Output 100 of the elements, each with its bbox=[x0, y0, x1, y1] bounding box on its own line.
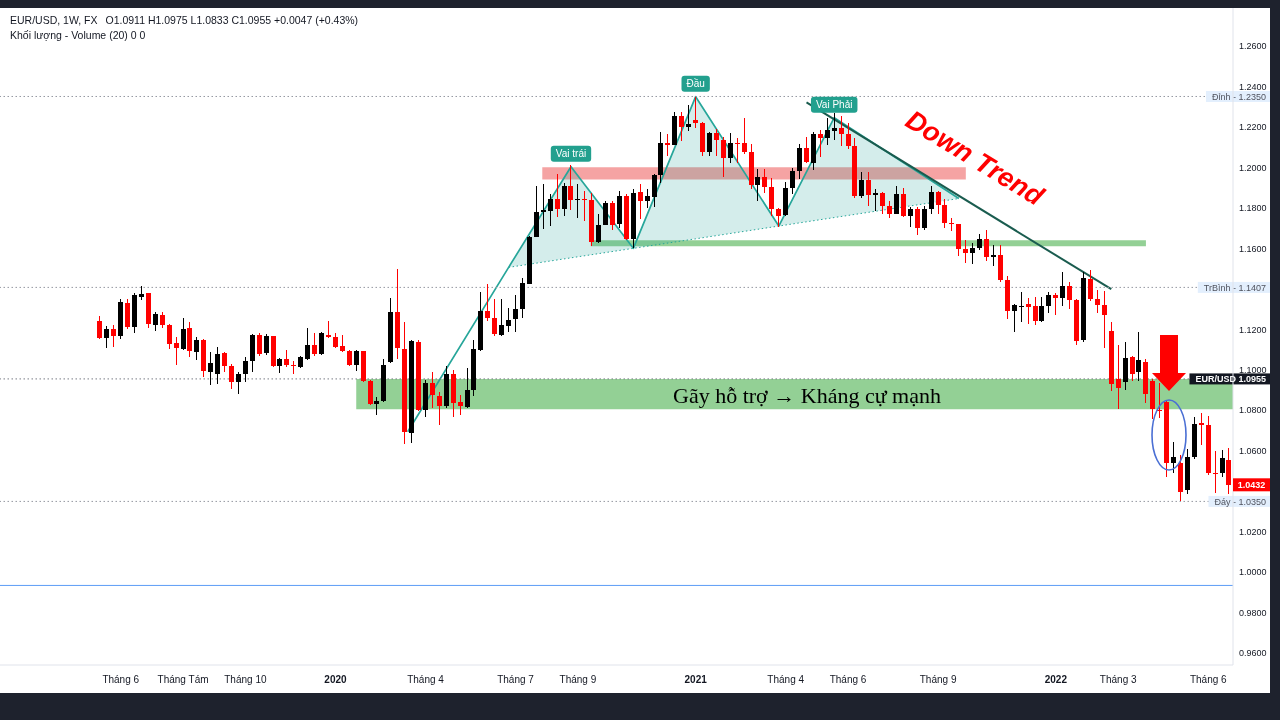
candlestick bbox=[638, 183, 643, 220]
candlestick bbox=[880, 191, 885, 214]
candlestick bbox=[970, 242, 975, 265]
candlestick bbox=[97, 315, 102, 340]
candlestick bbox=[125, 298, 130, 330]
candlestick bbox=[208, 351, 213, 386]
candlestick bbox=[762, 168, 767, 194]
candlestick bbox=[215, 346, 220, 385]
candlestick bbox=[1116, 344, 1121, 410]
candlestick bbox=[1088, 269, 1093, 302]
candlestick bbox=[229, 363, 234, 390]
candlestick bbox=[1046, 291, 1051, 314]
candlestick bbox=[506, 307, 511, 333]
annotation: Đầu bbox=[686, 78, 705, 90]
candlestick bbox=[368, 379, 373, 406]
candlestick bbox=[541, 183, 546, 230]
candlestick bbox=[1039, 296, 1044, 323]
candlestick bbox=[963, 239, 968, 264]
candlestick bbox=[645, 188, 650, 209]
candlestick bbox=[776, 207, 781, 228]
candlestick bbox=[264, 333, 269, 356]
x-tick-label: Tháng 3 bbox=[1099, 674, 1137, 685]
candlestick bbox=[707, 131, 712, 157]
candlestick bbox=[866, 171, 871, 207]
candlestick bbox=[797, 143, 802, 180]
x-tick-label: 2020 bbox=[324, 674, 348, 685]
candlestick bbox=[735, 137, 740, 164]
candlestick bbox=[603, 200, 608, 226]
candlestick bbox=[548, 193, 553, 227]
candlestick bbox=[1123, 341, 1128, 391]
candlestick bbox=[1213, 450, 1218, 494]
y-tick-label: 1.2600 bbox=[1239, 41, 1267, 52]
candlestick bbox=[769, 177, 774, 217]
y-tick-label: 0.9600 bbox=[1239, 648, 1267, 659]
x-tick-label: 2022 bbox=[1044, 674, 1068, 685]
candlestick bbox=[839, 115, 844, 147]
x-tick-label: Tháng 4 bbox=[767, 674, 805, 685]
candlestick bbox=[1130, 355, 1135, 382]
x-tick-label: Tháng 9 bbox=[919, 674, 957, 685]
x-tick-label: Tháng 4 bbox=[407, 674, 445, 685]
y-tick-label: 1.0000 bbox=[1239, 567, 1267, 578]
candlestick bbox=[291, 360, 296, 375]
candlestick bbox=[929, 185, 934, 215]
candlestick bbox=[312, 332, 317, 357]
candlestick bbox=[652, 173, 657, 208]
candlestick bbox=[991, 244, 996, 267]
candlestick bbox=[818, 129, 823, 158]
text: Khối lượng - Volume (20) 0 0 bbox=[10, 28, 147, 43]
candlestick bbox=[825, 117, 830, 146]
candlestick bbox=[243, 356, 248, 383]
candlestick bbox=[181, 317, 186, 351]
candlestick bbox=[582, 190, 587, 222]
candlestick bbox=[257, 332, 262, 357]
candlestick bbox=[153, 311, 158, 332]
ref-line-label: EUR/USD 1.0955 bbox=[1195, 374, 1266, 385]
candlestick bbox=[665, 133, 670, 157]
ref-line-label: TrBình - 1.1407 bbox=[1203, 282, 1266, 293]
candlestick bbox=[936, 190, 941, 215]
candlestick bbox=[610, 200, 615, 231]
candlestick bbox=[513, 294, 518, 333]
annotation: Vai Phải bbox=[815, 99, 853, 111]
candlestick bbox=[846, 122, 851, 150]
candlestick bbox=[742, 117, 747, 155]
annotation: Gãy hỗ trợ → Kháng cự mạnh bbox=[673, 382, 941, 408]
y-tick-label: 1.1000 bbox=[1239, 365, 1267, 375]
x-tick-label: Tháng 6 bbox=[829, 674, 867, 685]
y-tick-label: 1.0200 bbox=[1239, 526, 1267, 537]
candlestick bbox=[562, 182, 567, 217]
candlestick bbox=[354, 349, 359, 372]
x-tick-label: Tháng 10 bbox=[224, 674, 267, 685]
candlestick bbox=[1220, 449, 1225, 478]
candlestick bbox=[922, 205, 927, 231]
x-tick-label: Tháng 7 bbox=[497, 674, 535, 685]
y-tick-label: 1.1800 bbox=[1239, 203, 1267, 214]
candlestick bbox=[458, 394, 463, 416]
candlestick bbox=[174, 336, 179, 366]
candlestick bbox=[714, 128, 719, 157]
y-tick-label: 1.1600 bbox=[1239, 243, 1267, 254]
ref-line-label: Đáy - 1.0350 bbox=[1214, 496, 1266, 507]
candlestick bbox=[942, 198, 947, 229]
candlestick bbox=[1067, 281, 1072, 310]
candlestick bbox=[492, 298, 497, 337]
candlestick bbox=[686, 104, 691, 132]
candlestick bbox=[499, 298, 504, 337]
candlestick bbox=[832, 112, 837, 141]
candlestick bbox=[485, 283, 490, 322]
candlestick bbox=[1053, 292, 1058, 316]
text: EUR/USD, 1W, FX bbox=[10, 14, 98, 26]
candlestick bbox=[693, 96, 698, 129]
candlestick bbox=[721, 136, 726, 178]
candlestick bbox=[790, 167, 795, 195]
y-tick-label: 1.0600 bbox=[1239, 445, 1267, 456]
candlestick bbox=[167, 323, 172, 350]
x-tick-label: Tháng 6 bbox=[102, 674, 140, 685]
ref-line-label: Đỉnh - 1.2350 bbox=[1211, 91, 1266, 102]
x-tick-label: Tháng 6 bbox=[1189, 674, 1228, 685]
candlestick bbox=[111, 324, 116, 348]
candlestick bbox=[222, 351, 227, 373]
x-tick-label: 2021 bbox=[684, 674, 708, 685]
candlestick bbox=[194, 336, 199, 361]
